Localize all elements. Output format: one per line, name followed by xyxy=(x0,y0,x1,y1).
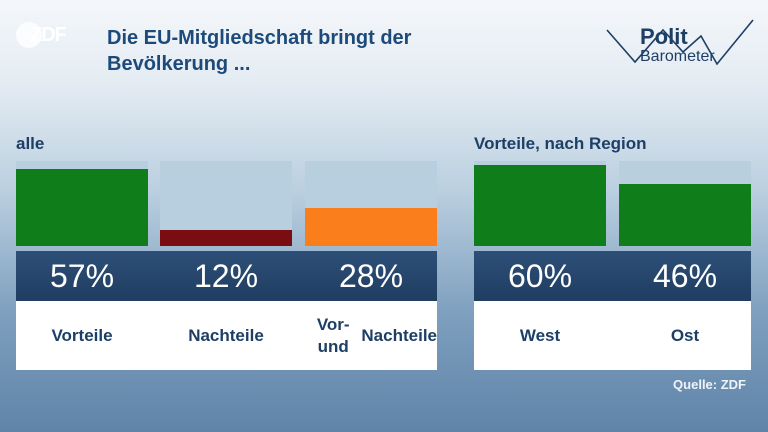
category-label-nachteile: Nachteile xyxy=(188,325,264,345)
group-label-region: Vorteile, nach Region xyxy=(474,134,647,153)
value-band-region xyxy=(474,251,751,301)
category-label-ost: Ost xyxy=(670,325,700,345)
category-box-region xyxy=(474,301,751,370)
bar-track-ost xyxy=(619,161,751,246)
bar-track-vorteile xyxy=(16,161,148,246)
politbarometer-logo-icon xyxy=(606,19,754,66)
bar-nachteile xyxy=(160,229,292,246)
bar-track-west xyxy=(474,161,606,246)
bar-ost xyxy=(619,183,751,246)
bar-track-vor-und-nachteile xyxy=(305,161,437,246)
chart-title-line-1: Die EU-Mitgliedschaft bringt der xyxy=(107,27,412,49)
source-note: Quelle: ZDF xyxy=(673,377,746,392)
category-label-west: West xyxy=(519,325,561,345)
zdf-logo: ZDF xyxy=(16,22,78,48)
value-band-all xyxy=(16,251,437,301)
value-label-vorteile: 57% xyxy=(49,258,115,294)
value-label-ost: 46% xyxy=(652,258,718,294)
bar-track-nachteile xyxy=(160,161,292,246)
bar-vor-und-nachteile xyxy=(305,208,437,246)
category-box-all xyxy=(16,301,437,370)
category-label-vorteile: Vorteile xyxy=(51,325,113,345)
zdf-logo-text: ZDF xyxy=(30,24,67,46)
value-label-vor-und-nachteile: 28% xyxy=(338,258,404,294)
chart-title-line-2: Bevölkerung ... xyxy=(107,53,251,75)
brand-barometer: Barometer xyxy=(640,48,715,65)
bar-vorteile xyxy=(16,169,148,246)
value-label-nachteile: 12% xyxy=(193,258,259,294)
zdf-logo-mark xyxy=(16,22,42,48)
bar-west xyxy=(474,165,606,246)
chart-title: Die EU-Mitgliedschaft bringt der Bevölke… xyxy=(107,25,507,77)
value-label-west: 60% xyxy=(507,258,573,294)
category-label-vor-und-nachteile: Vor- und Nachteile xyxy=(316,314,437,356)
group-label-all: alle xyxy=(16,134,45,153)
brand-polit: Polit xyxy=(640,24,688,49)
